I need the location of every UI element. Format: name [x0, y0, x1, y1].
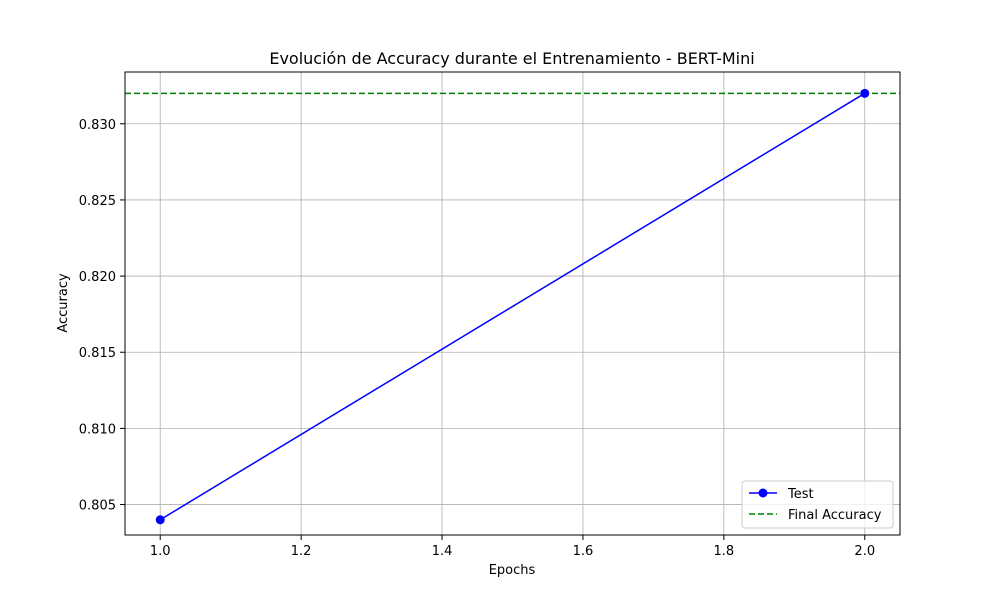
- legend-box: [741, 480, 894, 529]
- plot-area: [124, 71, 901, 536]
- y-tick-label: 0.820: [79, 270, 116, 285]
- legend-test-label: Test: [787, 487, 814, 502]
- data-series: [155, 88, 870, 525]
- test-series-line: [159, 92, 866, 521]
- y-tick-label: 0.825: [79, 194, 116, 209]
- legend-final-accuracy-label: Final Accuracy: [788, 508, 882, 523]
- grid: [125, 72, 900, 535]
- y-axis-ticks: 0.805 0.810 0.815 0.820 0.825 0.830: [79, 118, 125, 514]
- x-tick-label: 1.4: [432, 544, 453, 559]
- y-tick-label: 0.810: [79, 422, 116, 437]
- y-tick-label: 0.805: [79, 499, 116, 514]
- test-data-point: [155, 515, 165, 525]
- legend-test-marker: [758, 488, 768, 498]
- x-tick-label: 1.8: [714, 544, 735, 559]
- x-tick-label: 1.2: [291, 544, 312, 559]
- x-axis-label: Epochs: [489, 563, 536, 578]
- x-tick-label: 2.0: [854, 544, 875, 559]
- y-axis-label: Accuracy: [56, 273, 71, 333]
- test-data-point: [860, 88, 870, 98]
- y-tick-label: 0.815: [79, 346, 116, 361]
- chart-title: Evolución de Accuracy durante el Entrena…: [269, 49, 754, 68]
- x-tick-label: 1.0: [150, 544, 171, 559]
- y-tick-label: 0.830: [79, 118, 116, 133]
- legend: Test Final Accuracy: [741, 480, 894, 529]
- x-tick-label: 1.6: [573, 544, 594, 559]
- x-axis-ticks: 1.0 1.2 1.4 1.6 1.8 2.0: [150, 535, 875, 559]
